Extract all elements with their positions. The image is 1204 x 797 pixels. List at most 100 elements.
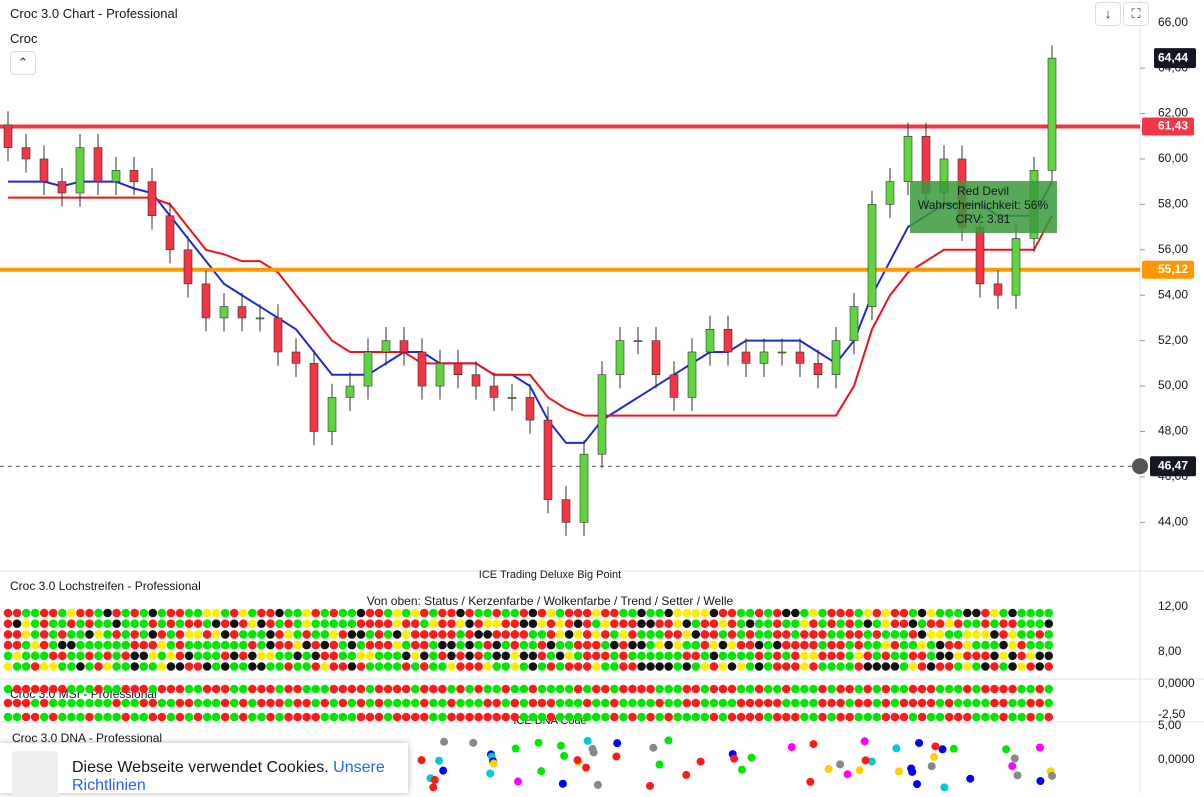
scroll-button[interactable]: ↓ <box>1095 2 1121 26</box>
msi-dot <box>908 684 918 694</box>
cookie-link[interactable]: Unsere Richtlinien <box>72 759 385 794</box>
status-dot <box>365 630 375 639</box>
status-dot <box>39 662 49 671</box>
status-dot <box>248 608 257 618</box>
msi-dot <box>338 712 348 722</box>
status-dot <box>610 640 619 650</box>
status-dot <box>401 662 411 671</box>
status-dot <box>637 619 646 628</box>
status-dot <box>12 640 22 650</box>
status-dot <box>673 630 682 639</box>
status-dot <box>546 630 556 639</box>
crosshair-plus <box>1132 458 1148 475</box>
status-dot <box>229 651 239 661</box>
msi-dot <box>39 684 49 694</box>
status-dot <box>682 619 692 628</box>
msi-dot <box>139 712 149 722</box>
status-dot <box>21 662 31 671</box>
dna-dot <box>809 740 818 749</box>
dna-dot <box>489 759 498 768</box>
status-dot <box>329 608 339 618</box>
status-dot <box>546 608 556 618</box>
status-dot <box>284 662 293 671</box>
dna-dot <box>860 737 869 746</box>
status-dot <box>67 662 76 671</box>
msi-dot <box>257 712 266 722</box>
msi-dot <box>12 698 22 708</box>
msi-dot <box>293 684 302 694</box>
status-dot <box>48 630 58 639</box>
status-dot <box>266 630 275 639</box>
fullscreen-button[interactable]: ⛶ <box>1123 2 1149 26</box>
msi-dot <box>166 712 176 722</box>
status-dot <box>39 651 49 661</box>
status-dot <box>990 608 999 618</box>
msi-dot <box>863 698 873 708</box>
status-dot <box>510 662 520 671</box>
msi-dot <box>58 712 67 722</box>
status-dot <box>139 619 149 628</box>
status-dot <box>854 651 863 661</box>
msi-dot <box>827 684 836 694</box>
status-dot <box>573 619 583 628</box>
status-dot <box>782 662 791 671</box>
msi-dot <box>293 712 302 722</box>
msi-dot <box>76 684 85 694</box>
status-dot <box>374 662 384 671</box>
status-dot <box>637 640 646 650</box>
msi-dot <box>94 712 103 722</box>
candle-body <box>3 124 13 148</box>
status-dot <box>709 651 719 661</box>
status-dot <box>48 619 58 628</box>
status-dot <box>166 608 176 618</box>
annotation-line: Wahrscheinlichkeit: 56% <box>918 198 1049 212</box>
status-dot <box>85 619 94 628</box>
status-dot <box>854 640 863 650</box>
status-dot <box>58 608 67 618</box>
status-dot <box>338 630 348 639</box>
msi-dot <box>700 698 710 708</box>
status-dot <box>148 630 158 639</box>
status-dot <box>890 619 900 628</box>
status-dot <box>465 651 474 661</box>
msi-dot <box>374 684 384 694</box>
status-dot <box>220 619 230 628</box>
msi-dot <box>917 684 927 694</box>
status-dot <box>1044 630 1054 639</box>
status-dot <box>682 608 692 618</box>
candle-body <box>633 340 643 342</box>
collapse-button[interactable]: ⌃ <box>10 51 36 75</box>
dna-dot <box>589 748 598 757</box>
status-dot <box>166 630 176 639</box>
msi-dot <box>1026 698 1035 708</box>
status-dot <box>528 630 538 639</box>
status-dot <box>166 651 176 661</box>
status-dot <box>673 619 682 628</box>
msi-dot <box>392 698 402 708</box>
candle-body <box>759 351 769 364</box>
msi-dot <box>628 712 637 722</box>
status-dot <box>691 662 701 671</box>
dna-dot <box>931 742 940 751</box>
status-dot <box>528 608 538 618</box>
status-dot <box>917 662 927 671</box>
status-dot <box>682 651 692 661</box>
status-dot <box>456 662 465 671</box>
dna-dot <box>417 756 426 765</box>
status-dot <box>1017 630 1026 639</box>
status-dot <box>420 630 429 639</box>
status-dot <box>682 640 692 650</box>
status-dot <box>30 630 40 639</box>
status-dot <box>483 662 492 671</box>
dna-dot <box>439 766 448 775</box>
msi-dot <box>718 712 728 722</box>
status-dot <box>1044 640 1054 650</box>
status-dot <box>537 640 547 650</box>
status-dot <box>392 630 402 639</box>
msi-dot <box>166 698 176 708</box>
status-dot <box>981 630 990 639</box>
msi-dot <box>103 684 112 694</box>
status-dot <box>139 651 149 661</box>
candle-body <box>219 306 229 319</box>
status-dot <box>908 619 918 628</box>
